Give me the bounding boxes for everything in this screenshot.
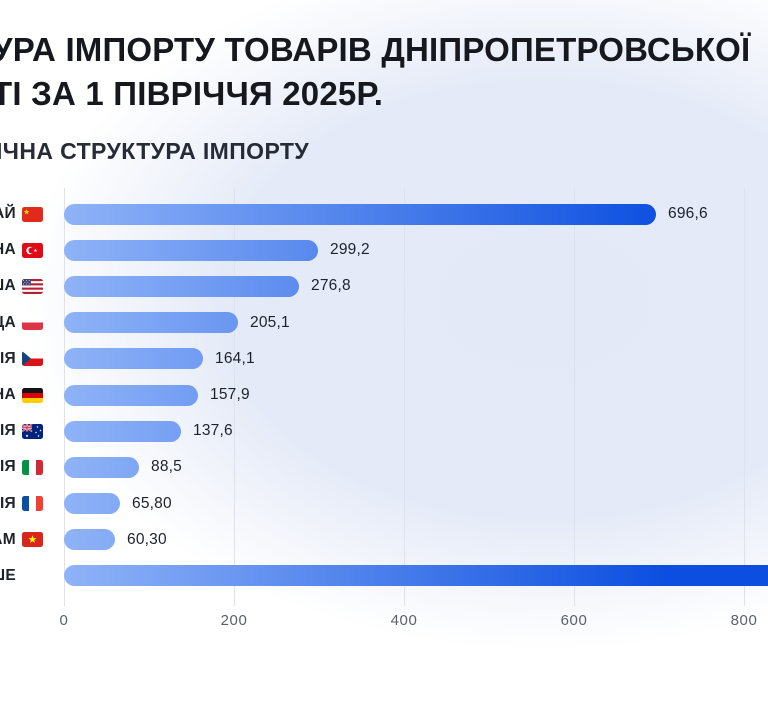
page-title: УРА ІМПОРТУ ТОВАРІВ ДНІПРОПЕТРОВСЬКОЇ ТІ… <box>0 28 768 115</box>
country-label-text: ШЕ <box>0 566 16 584</box>
gridline <box>574 188 575 606</box>
x-axis: 0 200 400 600 800 <box>0 612 768 636</box>
bar <box>64 348 203 370</box>
country-label: НА <box>0 241 64 259</box>
country-label-text: АЙ <box>0 205 16 223</box>
vietnam-flag-icon <box>22 532 43 548</box>
bar <box>64 493 120 515</box>
country-label: ША <box>0 277 64 295</box>
china-flag-icon <box>22 206 43 222</box>
bar <box>64 529 115 551</box>
x-tick-label: 200 <box>220 612 248 629</box>
value-label: 696,6 <box>668 205 708 223</box>
page-title-line1: УРА ІМПОРТУ ТОВАРІВ ДНІПРОПЕТРОВСЬКОЇ <box>0 31 751 68</box>
bar <box>64 239 318 261</box>
country-label: ЩА <box>0 314 64 332</box>
gridline <box>404 188 405 606</box>
country-label: ЛІЯ <box>0 458 64 476</box>
value-label: 157,9 <box>210 386 250 404</box>
chart-row: АЙ 696,6 <box>0 196 768 232</box>
bar <box>64 312 238 334</box>
chart-row: ША 276,8 <box>0 268 768 304</box>
gridline <box>744 188 745 606</box>
bar <box>64 203 656 225</box>
bar <box>64 420 181 442</box>
value-label: 164,1 <box>215 349 255 367</box>
chart-rows: АЙ 696,6 НА 299,2 ША 276,8 ЩА <box>0 196 768 594</box>
bar <box>64 456 139 478</box>
country-label-text: НА <box>0 241 16 259</box>
country-label: ЦІЯ <box>0 495 64 513</box>
country-label: АМ <box>0 531 64 549</box>
country-label-text: ЩА <box>0 313 16 331</box>
country-label-text: ЦІЯ <box>0 494 16 512</box>
x-tick-label: 0 <box>59 612 69 629</box>
country-label-text: ША <box>0 277 16 295</box>
country-label: ШЕ <box>0 567 64 585</box>
country-label: НА <box>0 386 64 404</box>
value-label: 137,6 <box>193 422 233 440</box>
country-label-text: ЛІЯ <box>0 422 16 440</box>
country-label-text: ХІЯ <box>0 349 16 367</box>
value-label: 60,30 <box>127 530 167 548</box>
france-flag-icon <box>22 496 43 512</box>
chart-row: ШЕ <box>0 558 768 594</box>
chart-row: НА 157,9 <box>0 377 768 413</box>
value-label: 65,80 <box>132 494 172 512</box>
country-label: ХІЯ <box>0 350 64 368</box>
country-label: ЛІЯ <box>0 422 64 440</box>
bar <box>64 565 768 587</box>
chart-row: ХІЯ 164,1 <box>0 341 768 377</box>
chart-row: АМ 60,30 <box>0 522 768 558</box>
australia-flag-icon <box>22 423 43 439</box>
value-label: 205,1 <box>250 313 290 331</box>
italy-flag-icon <box>22 459 43 475</box>
x-tick-label: 600 <box>560 612 588 629</box>
x-tick-label: 400 <box>390 612 418 629</box>
header: УРА ІМПОРТУ ТОВАРІВ ДНІПРОПЕТРОВСЬКОЇ ТІ… <box>0 28 768 115</box>
value-label: 88,5 <box>151 458 182 476</box>
country-label-text: АМ <box>0 530 16 548</box>
value-label: 299,2 <box>330 241 370 259</box>
country-label: АЙ <box>0 205 64 223</box>
country-label-text: ЛІЯ <box>0 458 16 476</box>
bar <box>64 384 198 406</box>
bar-chart: АЙ 696,6 НА 299,2 ША 276,8 ЩА <box>0 188 768 648</box>
gridline <box>234 188 235 606</box>
country-label-text: НА <box>0 386 16 404</box>
chart-row: НА 299,2 <box>0 232 768 268</box>
poland-flag-icon <box>22 315 43 331</box>
bar <box>64 275 299 297</box>
chart-row: ЩА 205,1 <box>0 305 768 341</box>
usa-flag-icon <box>22 278 43 294</box>
value-label: 276,8 <box>311 277 351 295</box>
chart-row: ЦІЯ 65,80 <box>0 486 768 522</box>
x-tick-label: 800 <box>730 612 758 629</box>
page-title-line2: ТІ ЗА 1 ПІВРІЧЧЯ 2025Р. <box>0 74 384 112</box>
germany-flag-icon <box>22 387 43 403</box>
chart-row: ЛІЯ 88,5 <box>0 449 768 485</box>
chart-row: ЛІЯ 137,6 <box>0 413 768 449</box>
turkey-flag-icon <box>22 242 43 258</box>
chart-subtitle: ІЧНА СТРУКТУРА ІМПОРТУ <box>0 138 310 164</box>
czechia-flag-icon <box>22 351 43 367</box>
